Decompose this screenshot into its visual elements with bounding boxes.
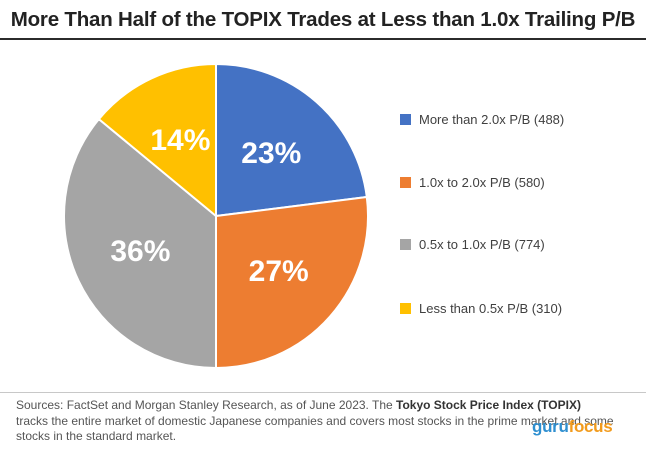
legend-item: Less than 0.5x P/B (310) [400, 301, 562, 316]
legend-swatch [400, 239, 411, 250]
pie-chart: 23% 27% 36% 14% [63, 62, 369, 370]
legend-item: 1.0x to 2.0x P/B (580) [400, 175, 545, 190]
legend-swatch [400, 303, 411, 314]
title-divider [0, 38, 646, 40]
source-index-name: Tokyo Stock Price Index (TOPIX) [396, 398, 581, 412]
gurufocus-logo: gurufocus [532, 417, 613, 437]
logo-text-focus: focus [568, 417, 613, 436]
pie-slice [63, 117, 217, 370]
slice-data-label: 27% [249, 255, 309, 288]
pie-slice [215, 62, 368, 218]
chart-title: More Than Half of the TOPIX Trades at Le… [10, 8, 636, 31]
legend-label: 0.5x to 1.0x P/B (774) [419, 237, 545, 252]
footer-divider [0, 392, 646, 393]
legend-label: 1.0x to 2.0x P/B (580) [419, 175, 545, 190]
legend-label: More than 2.0x P/B (488) [419, 112, 565, 127]
pie-slice [97, 62, 217, 219]
slice-data-label: 23% [241, 137, 301, 170]
source-note: Sources: FactSet and Morgan Stanley Rese… [16, 398, 616, 445]
legend-label: Less than 0.5x P/B (310) [419, 301, 563, 316]
logo-text-guru: guru [532, 417, 569, 436]
legend-swatch [400, 114, 411, 125]
slice-data-label: 36% [110, 235, 170, 268]
slice-data-label: 14% [150, 124, 210, 157]
pie-slice [215, 195, 369, 370]
source-text: Sources: FactSet and Morgan Stanley Rese… [16, 398, 396, 412]
source-text-continued: tracks the entire market of domestic Jap… [16, 413, 614, 444]
legend-item: 0.5x to 1.0x P/B (774) [400, 237, 545, 252]
legend-item: More than 2.0x P/B (488) [400, 112, 564, 127]
legend-swatch [400, 177, 411, 188]
